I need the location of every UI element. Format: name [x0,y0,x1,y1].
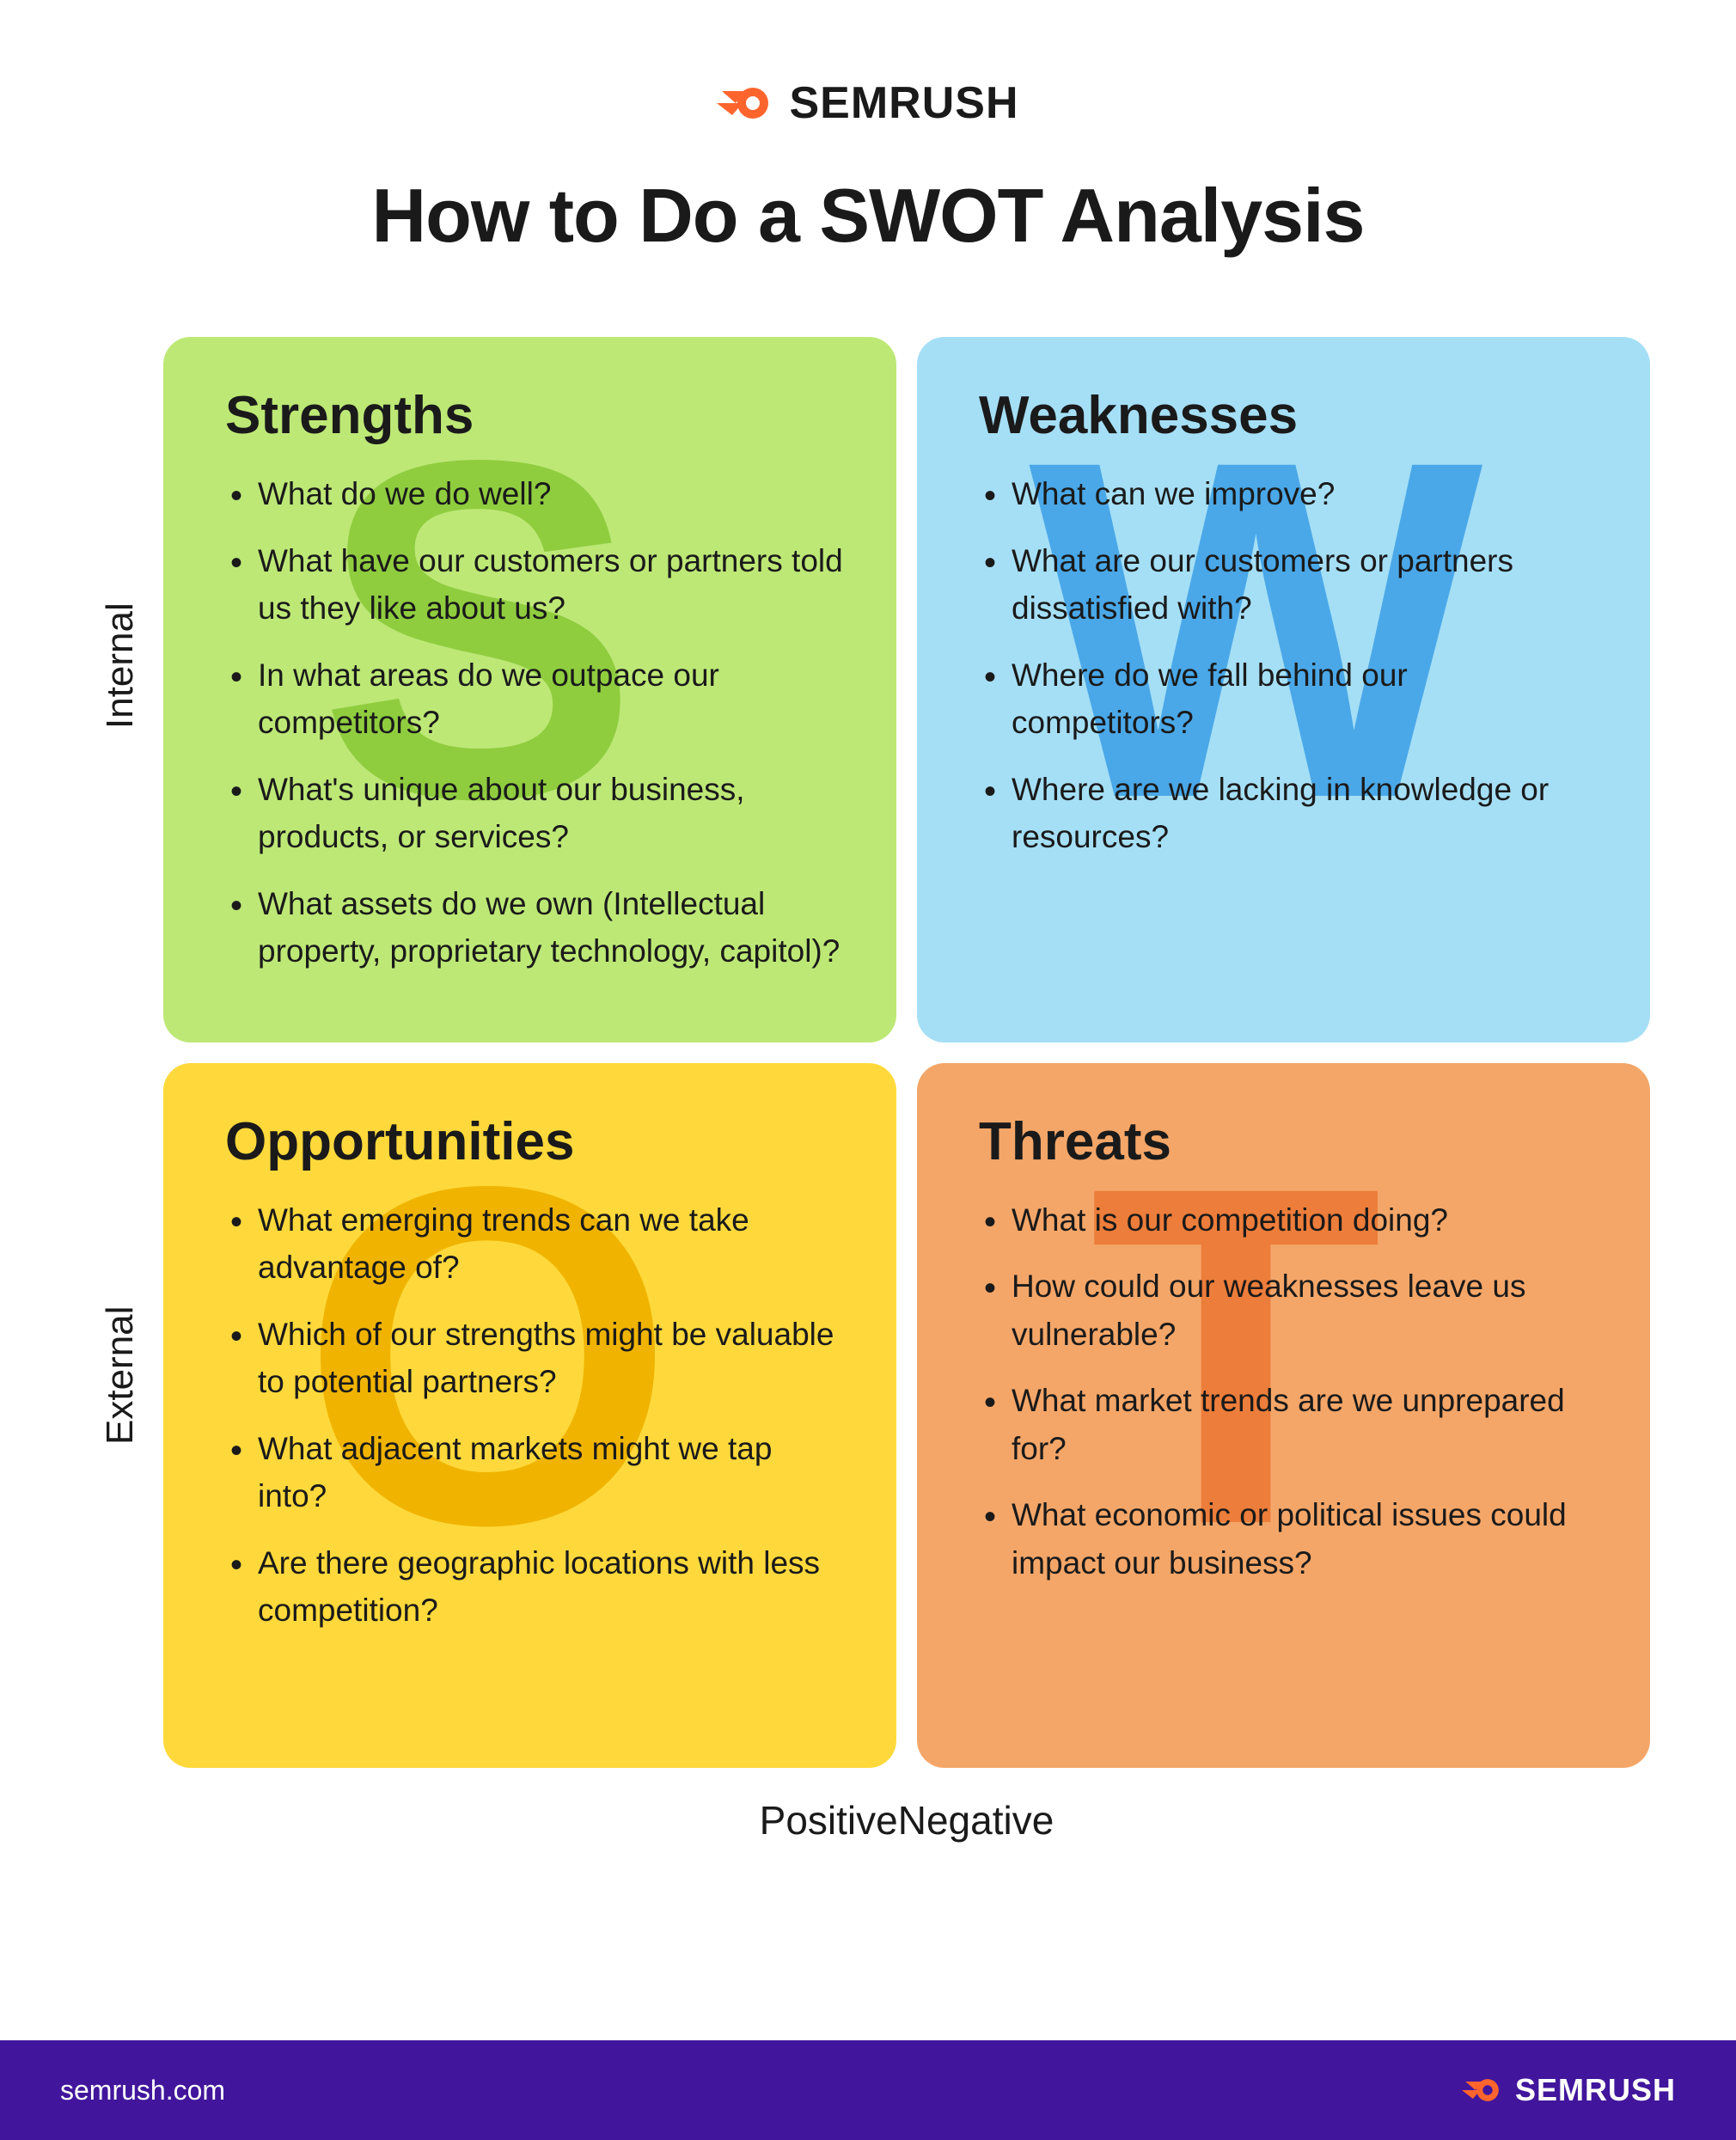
quadrant-threats: T Threats What is our competition doing?… [917,1063,1650,1769]
list-item: What can we improve? [979,470,1597,518]
row-axis-labels: Internal External [86,337,163,1768]
quadrant-weaknesses: W Weaknesses What can we improve?What ar… [917,337,1650,1042]
quadrant-heading: Threats [979,1111,1597,1172]
list-item: What do we do well? [225,470,843,518]
list-item: What's unique about our business, produc… [225,766,843,861]
swot-matrix: Internal External S Strengths What do we… [86,337,1650,1768]
list-item: What market trends are we unprepared for… [979,1377,1597,1472]
column-axis-labels: Positive Negative [760,1797,1054,1843]
list-item: Are there geographic locations with less… [225,1539,843,1635]
page: SEMRUSH How to Do a SWOT Analysis Intern… [0,0,1736,2140]
list-item: What have our customers or partners told… [225,537,843,633]
list-item: In what areas do we outpace our competit… [225,651,843,747]
threats-list: What is our competition doing? How could … [979,1196,1597,1587]
list-item: How could our weaknesses leave us vulner… [979,1263,1597,1358]
brand-logo-top: SEMRUSH [717,77,1018,129]
content-area: SEMRUSH How to Do a SWOT Analysis Intern… [0,0,1736,2040]
axis-label-negative: Negative [898,1797,1054,1843]
quadrant-strengths: S Strengths What do we do well?What have… [163,337,896,1042]
brand-name-footer: SEMRUSH [1515,2072,1676,2108]
footer-url: semrush.com [60,2075,225,2106]
flame-icon [1462,2073,1505,2107]
list-item: Which of our strengths might be valuable… [225,1311,843,1406]
list-item: What economic or political issues could … [979,1491,1597,1587]
brand-logo-footer: SEMRUSH [1462,2072,1676,2108]
quadrant-opportunities: O Opportunities What emerging trends can… [163,1063,896,1769]
list-item: What emerging trends can we take advanta… [225,1196,843,1292]
list-item: What assets do we own (Intellectual prop… [225,880,843,975]
weaknesses-list: What can we improve? What are our custome… [979,470,1597,861]
list-item: What are our customers or partners dissa… [979,537,1597,633]
list-item: What adjacent markets might we tap into? [225,1425,843,1520]
axis-label-positive: Positive [760,1797,898,1843]
brand-name-top: SEMRUSH [789,77,1018,129]
list-item: Where are we lacking in knowledge or res… [979,766,1597,861]
page-title: How to Do a SWOT Analysis [372,172,1365,260]
axis-label-external: External [99,1376,142,1445]
quadrant-heading: Weaknesses [979,385,1597,446]
swot-grid: S Strengths What do we do well?What have… [163,337,1650,1768]
strengths-list: What do we do well? What have our custome… [225,470,843,975]
footer-bar: semrush.com SEMRUSH [0,2040,1736,2140]
flame-icon [717,79,777,127]
list-item: What is our competition doing? [979,1196,1597,1244]
axis-label-internal: Internal [99,660,142,729]
quadrant-heading: Opportunities [225,1111,843,1172]
opportunities-list: What emerging trends can we take advanta… [225,1196,843,1635]
list-item: Where do we fall behind our competitors? [979,651,1597,747]
quadrant-heading: Strengths [225,385,843,446]
